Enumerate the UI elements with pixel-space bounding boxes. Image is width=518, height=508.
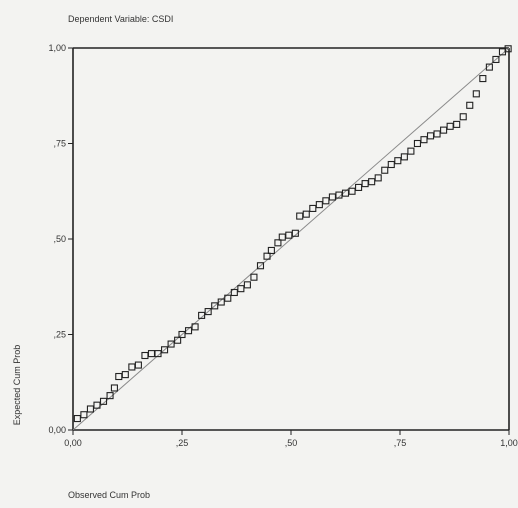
x-tick-label: ,50 xyxy=(285,438,298,448)
data-point xyxy=(161,346,169,354)
data-point xyxy=(381,166,389,174)
data-point xyxy=(167,340,175,348)
y-tick-label: 0,00 xyxy=(48,425,66,435)
data-point xyxy=(256,262,265,270)
data-point xyxy=(230,288,238,297)
data-point xyxy=(504,45,512,53)
data-point xyxy=(128,363,136,371)
data-point xyxy=(302,210,310,218)
data-point xyxy=(80,411,88,419)
data-point xyxy=(394,157,402,165)
data-point xyxy=(134,361,142,369)
data-point xyxy=(115,372,123,381)
x-tick-label: 0,00 xyxy=(64,438,82,448)
data-point xyxy=(99,397,108,405)
data-point xyxy=(361,180,369,188)
data-point xyxy=(121,371,129,379)
data-point xyxy=(211,302,219,310)
data-point xyxy=(285,231,293,239)
data-point xyxy=(141,351,149,360)
data-point xyxy=(433,130,441,138)
data-point xyxy=(322,197,330,205)
data-point xyxy=(184,327,193,335)
data-point xyxy=(174,336,182,344)
data-point xyxy=(73,414,81,423)
x-tick-label: ,75 xyxy=(394,438,407,448)
data-point xyxy=(348,187,356,195)
data-point xyxy=(198,311,206,319)
data-point xyxy=(440,126,448,134)
data-point xyxy=(224,294,232,302)
data-point xyxy=(446,122,454,130)
data-point xyxy=(278,233,286,241)
data-point xyxy=(217,298,225,306)
data-point xyxy=(243,281,251,289)
reference-line xyxy=(72,47,510,431)
y-tick-label: ,50 xyxy=(53,234,66,244)
data-point xyxy=(413,139,421,148)
data-point xyxy=(426,132,435,140)
data-point xyxy=(147,350,156,358)
y-tick-label: 1,00 xyxy=(48,43,66,53)
data-point xyxy=(485,63,493,71)
y-axis: 0,00 ,25 ,50 ,75 1,00 xyxy=(48,43,73,435)
x-axis: 0,00 ,25 ,50 ,75 1,00 xyxy=(64,430,518,448)
x-tick-label: ,25 xyxy=(176,438,189,448)
data-point xyxy=(407,147,415,155)
data-point xyxy=(309,204,317,212)
data-point xyxy=(267,246,275,255)
y-axis-title: Expected Cum Prob xyxy=(12,345,22,426)
data-point xyxy=(472,90,480,98)
data-point xyxy=(263,252,271,260)
data-point xyxy=(420,136,428,144)
data-point xyxy=(374,174,382,182)
data-point xyxy=(110,384,118,392)
data-point xyxy=(479,75,487,83)
x-axis-title: Observed Cum Prob xyxy=(68,490,150,500)
x-tick-label: 1,00 xyxy=(500,438,518,448)
data-point xyxy=(459,113,467,121)
data-point xyxy=(368,178,376,186)
data-point xyxy=(466,101,474,109)
data-point xyxy=(191,323,199,331)
data-point xyxy=(291,229,299,237)
data-point xyxy=(237,285,245,293)
data-point xyxy=(387,160,395,169)
data-point xyxy=(204,308,212,316)
data-point xyxy=(250,273,258,281)
chart-subtitle: Dependent Variable: CSDI xyxy=(68,14,173,24)
data-point xyxy=(328,193,336,201)
data-point xyxy=(274,239,282,247)
data-point xyxy=(492,55,500,64)
plot-area: 0,00 ,25 ,50 ,75 1,00 0,00 ,25 ,50 ,75 1,00 xyxy=(48,43,517,448)
y-tick-label: ,75 xyxy=(53,139,66,149)
data-point xyxy=(178,330,186,339)
data-point xyxy=(355,183,363,191)
data-point xyxy=(453,120,461,128)
data-point xyxy=(86,405,94,413)
data-points xyxy=(73,45,512,423)
data-point xyxy=(315,201,323,209)
y-tick-label: ,25 xyxy=(53,330,66,340)
data-point xyxy=(93,401,101,409)
data-point xyxy=(154,350,162,358)
data-point xyxy=(296,212,304,220)
data-point xyxy=(400,153,408,161)
data-point xyxy=(106,392,114,400)
